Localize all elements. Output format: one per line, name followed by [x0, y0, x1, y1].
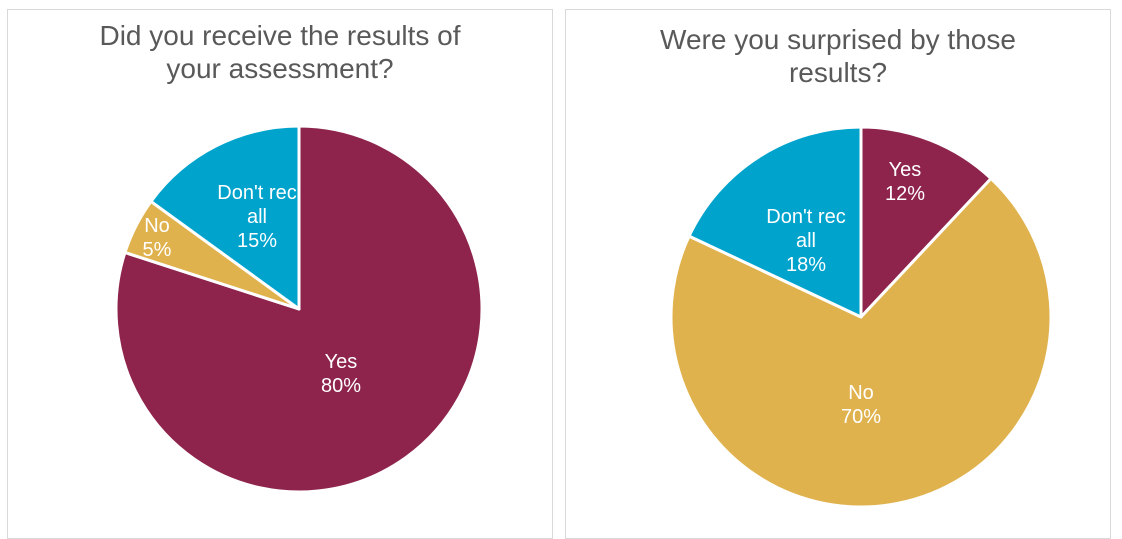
data-label-yes: Yes 80% — [321, 351, 361, 397]
pie-chart-panel-received-results: Did you receive the results of your asse… — [7, 9, 553, 539]
data-label-no: No 70% — [841, 382, 881, 428]
data-label-no: No 5% — [143, 215, 172, 261]
pie-slice-no — [669, 176, 1053, 509]
pie-slice-yes — [114, 124, 484, 494]
chart-title: Did you receive the results of your asse… — [99, 20, 461, 84]
pie-slice-don-t-recall — [687, 125, 863, 319]
chart-title: Were you surprised by those results? — [660, 24, 1016, 88]
data-label-don-t-recall: Don't rec all 15% — [217, 182, 296, 252]
pie-chart-panel-surprised-by-results: Were you surprised by those results? Yes… — [565, 9, 1111, 539]
pie-slice-don-t-recall — [149, 124, 301, 311]
pie-slice-yes — [859, 125, 993, 319]
pie-chart: Yes 12% No 70% Don't rec all 18% — [669, 125, 1053, 509]
pie-chart: Yes 80% No 5% Don't rec all 15% — [114, 124, 484, 494]
data-label-don-t-recall: Don't rec all 18% — [766, 206, 845, 276]
data-label-yes: Yes 12% — [885, 159, 925, 205]
